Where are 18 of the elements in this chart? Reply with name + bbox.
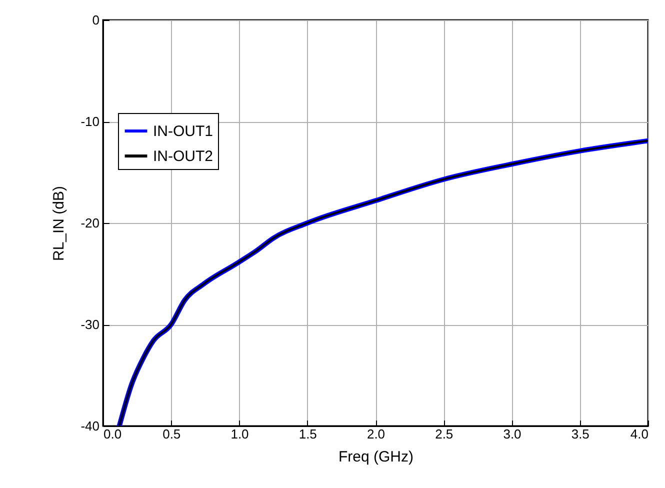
x-axis-title: Freq (GHz) xyxy=(338,448,414,466)
y-tick-label: -40 xyxy=(80,418,100,434)
legend-label: IN-OUT1 xyxy=(153,123,213,140)
x-tick-label: 0.5 xyxy=(162,426,181,442)
y-tick-label: -30 xyxy=(80,317,100,332)
x-tick-label: 2.5 xyxy=(435,426,454,442)
y-tick-label: 0 xyxy=(92,12,100,28)
y-tick-label: -10 xyxy=(80,114,100,129)
x-tick-label: 3.5 xyxy=(571,426,590,442)
y-tick-label: -20 xyxy=(80,216,100,230)
x-tick-label: 2.0 xyxy=(366,426,386,442)
legend-label: IN-OUT2 xyxy=(153,148,213,165)
x-tick-label: 4.0 xyxy=(630,426,648,442)
x-tick-label: 1.0 xyxy=(230,426,249,442)
x-tick-label: 0.0 xyxy=(104,426,122,442)
x-tick-label: 3.0 xyxy=(503,426,522,442)
y-axis-title: RL_IN (dB) xyxy=(50,186,68,262)
x-tick-label: 1.5 xyxy=(298,426,317,442)
